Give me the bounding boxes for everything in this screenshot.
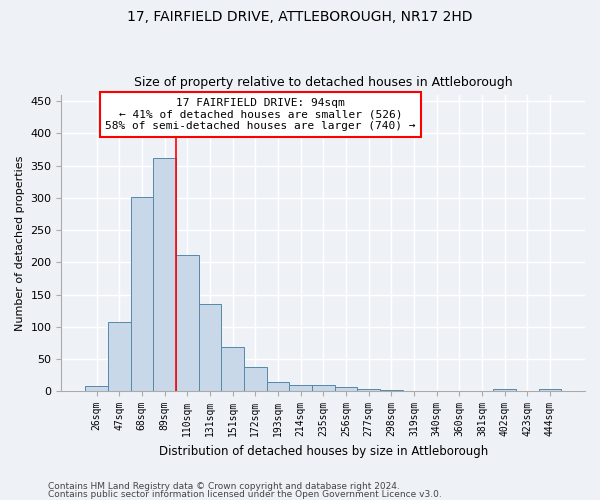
Bar <box>153 158 176 391</box>
Text: 17, FAIRFIELD DRIVE, ATTLEBOROUGH, NR17 2HD: 17, FAIRFIELD DRIVE, ATTLEBOROUGH, NR17 … <box>127 10 473 24</box>
Y-axis label: Number of detached properties: Number of detached properties <box>15 156 25 330</box>
Bar <box>380 390 403 391</box>
Bar <box>539 390 561 391</box>
Bar <box>289 385 312 391</box>
Title: Size of property relative to detached houses in Attleborough: Size of property relative to detached ho… <box>134 76 512 90</box>
Bar <box>108 322 131 391</box>
Bar <box>85 386 108 391</box>
Bar <box>176 254 199 391</box>
Text: Contains public sector information licensed under the Open Government Licence v3: Contains public sector information licen… <box>48 490 442 499</box>
Text: Contains HM Land Registry data © Crown copyright and database right 2024.: Contains HM Land Registry data © Crown c… <box>48 482 400 491</box>
Bar <box>312 386 335 391</box>
Text: 17 FAIRFIELD DRIVE: 94sqm
← 41% of detached houses are smaller (526)
58% of semi: 17 FAIRFIELD DRIVE: 94sqm ← 41% of detac… <box>105 98 416 131</box>
Bar <box>244 366 266 391</box>
Bar <box>199 304 221 391</box>
Bar <box>357 388 380 391</box>
Bar <box>335 388 357 391</box>
Bar <box>493 390 516 391</box>
Bar <box>221 348 244 391</box>
Bar <box>131 196 153 391</box>
X-axis label: Distribution of detached houses by size in Attleborough: Distribution of detached houses by size … <box>158 444 488 458</box>
Bar <box>266 382 289 391</box>
